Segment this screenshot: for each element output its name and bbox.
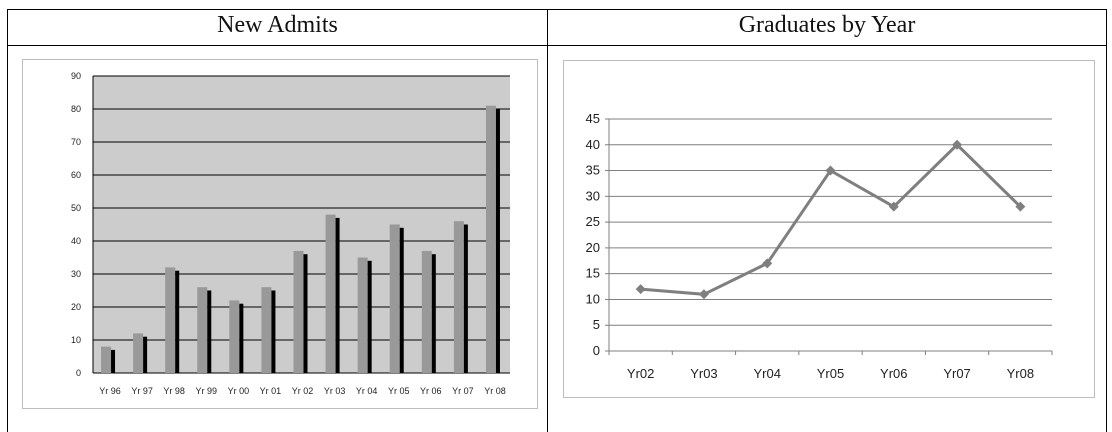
new-admits-chart: 0 10 20 30 40 50 60 70 80 90 Yr 96 Yr 97 Yr 98 Yr 99 Y… xyxy=(71,71,510,396)
new-admits-chart-frame: 0 10 20 30 40 50 60 70 80 90 Yr 96 Yr 97 Yr 98 Yr 99 Y… xyxy=(22,59,538,409)
data-point-marker xyxy=(952,139,963,150)
x-tick-label: Yr04 xyxy=(753,366,780,381)
bar xyxy=(399,227,404,373)
bar xyxy=(229,300,240,373)
bar xyxy=(367,260,372,373)
y-tick-label: 70 xyxy=(71,137,81,147)
x-tick-label: Yr 08 xyxy=(484,386,506,396)
bar xyxy=(293,250,304,373)
bar xyxy=(485,105,496,373)
data-point-marker xyxy=(888,201,899,212)
bar xyxy=(303,254,308,373)
data-point-marker xyxy=(1015,201,1026,212)
data-point-marker xyxy=(762,258,773,269)
x-tick-label: Yr05 xyxy=(817,366,844,381)
y-tick-label: 80 xyxy=(71,104,81,114)
table-column-divider xyxy=(547,9,548,432)
x-tick-label: Yr 97 xyxy=(131,386,153,396)
y-tick-label: 0 xyxy=(593,343,600,358)
x-tick-label: Yr07 xyxy=(943,366,970,381)
y-tick-label: 35 xyxy=(586,163,600,178)
table-header-divider xyxy=(7,45,1107,46)
bar xyxy=(453,221,464,373)
y-tick-label: 10 xyxy=(71,335,81,345)
bar xyxy=(239,303,244,373)
x-tick-label: Yr02 xyxy=(627,366,654,381)
y-tick-label: 30 xyxy=(586,188,600,203)
x-tick-label: Yr 05 xyxy=(388,386,410,396)
y-tick-label: 10 xyxy=(586,291,600,306)
x-tick-label: Yr 03 xyxy=(324,386,346,396)
bar xyxy=(271,290,276,373)
x-tick-label: Yr 04 xyxy=(356,386,378,396)
y-tick-label: 15 xyxy=(586,266,600,281)
bar xyxy=(335,217,340,373)
y-tick-label: 60 xyxy=(71,170,81,180)
x-tick-label: Yr 00 xyxy=(228,386,250,396)
data-point-marker xyxy=(825,165,836,176)
y-tick-label: 0 xyxy=(76,368,81,378)
bar xyxy=(207,290,212,373)
bar xyxy=(197,287,208,373)
bar xyxy=(261,287,272,373)
bar xyxy=(357,257,368,373)
x-tick-label: Yr08 xyxy=(1007,366,1034,381)
x-tick-label: Yr03 xyxy=(690,366,717,381)
y-tick-label: 40 xyxy=(586,137,600,152)
x-tick-label: Yr 02 xyxy=(292,386,314,396)
x-tick-label: Yr06 xyxy=(880,366,907,381)
y-tick-label: 25 xyxy=(586,214,600,229)
bar xyxy=(389,224,400,373)
x-tick-label: Yr 98 xyxy=(163,386,185,396)
y-tick-label: 5 xyxy=(593,317,600,332)
layout-table xyxy=(7,9,1107,432)
x-tick-label: Yr 06 xyxy=(420,386,442,396)
x-tick-label: Yr 07 xyxy=(452,386,474,396)
y-tick-label: 50 xyxy=(71,203,81,213)
right-cell-title: Graduates by Year xyxy=(738,12,916,38)
y-tick-label: 30 xyxy=(71,269,81,279)
y-tick-label: 20 xyxy=(586,240,600,255)
bar xyxy=(111,349,116,373)
y-tick-label: 45 xyxy=(586,111,600,126)
data-point-marker xyxy=(698,289,709,300)
x-tick-label: Yr 96 xyxy=(99,386,121,396)
bar xyxy=(463,224,468,373)
graduates-chart-frame: 0 5 10 15 20 25 30 35 40 45 Yr02 Yr03 Yr04 Yr05 Yr06 Yr… xyxy=(563,60,1095,398)
bar xyxy=(101,346,112,373)
data-point-marker xyxy=(635,284,646,295)
y-tick-label: 90 xyxy=(71,71,81,81)
x-tick-label: Yr 01 xyxy=(260,386,282,396)
bar xyxy=(165,267,176,373)
y-tick-label: 20 xyxy=(71,302,81,312)
bar xyxy=(421,250,432,373)
bar xyxy=(495,109,500,373)
graduates-chart: 0 5 10 15 20 25 30 35 40 45 Yr02 Yr03 Yr04 Yr05 Yr06 Yr… xyxy=(586,111,1053,381)
x-tick-label: Yr 99 xyxy=(196,386,218,396)
bar xyxy=(175,270,180,373)
y-tick-label: 40 xyxy=(71,236,81,246)
bar xyxy=(133,333,144,373)
bar xyxy=(431,254,436,373)
bar xyxy=(143,336,148,373)
bar xyxy=(325,214,336,373)
left-cell-title: New Admits xyxy=(217,12,338,38)
